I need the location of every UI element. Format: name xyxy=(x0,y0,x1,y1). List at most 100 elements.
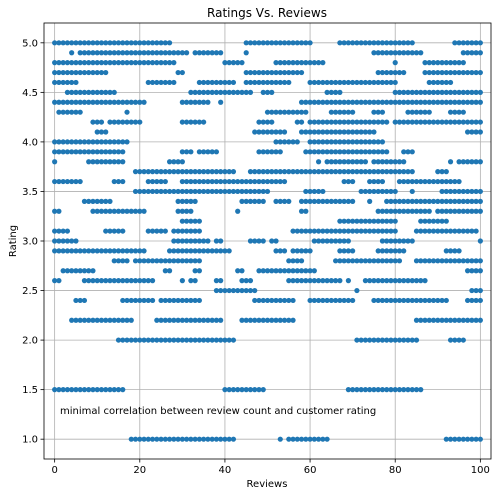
data-point xyxy=(477,268,483,274)
data-point xyxy=(162,178,168,185)
data-point xyxy=(81,278,88,284)
data-point xyxy=(447,119,454,125)
data-point xyxy=(426,297,432,304)
data-point xyxy=(166,79,173,86)
data-point xyxy=(375,169,381,175)
data-point xyxy=(452,60,458,66)
data-point xyxy=(396,198,403,204)
data-point xyxy=(235,60,241,66)
data-point xyxy=(247,40,254,46)
data-point xyxy=(128,60,134,66)
data-point xyxy=(120,258,126,264)
data-point xyxy=(286,169,292,175)
data-point xyxy=(350,169,356,175)
data-point xyxy=(149,436,156,442)
data-point xyxy=(260,129,266,135)
data-point xyxy=(362,278,369,284)
data-point xyxy=(239,268,245,274)
data-point xyxy=(477,159,483,165)
data-point xyxy=(473,228,479,234)
data-point xyxy=(460,89,466,95)
data-point xyxy=(307,248,313,254)
data-point xyxy=(137,50,143,56)
data-point xyxy=(469,228,475,234)
data-point xyxy=(103,278,109,284)
data-point xyxy=(188,317,194,323)
data-point xyxy=(341,169,347,175)
y-tick-label: 2.0 xyxy=(22,336,38,347)
data-point xyxy=(209,337,215,343)
data-point xyxy=(247,278,254,284)
data-point xyxy=(120,178,126,185)
data-point xyxy=(307,149,313,155)
data-point xyxy=(128,248,134,254)
data-point xyxy=(94,69,100,76)
data-point xyxy=(401,278,407,284)
data-point xyxy=(52,60,58,66)
data-point xyxy=(64,139,71,145)
data-point xyxy=(311,228,317,234)
data-point xyxy=(69,178,75,185)
data-point xyxy=(175,436,181,442)
data-point xyxy=(107,317,113,323)
data-point xyxy=(379,99,386,105)
data-point xyxy=(384,278,390,284)
data-point xyxy=(375,50,381,56)
data-point xyxy=(286,258,292,264)
data-point xyxy=(354,159,360,165)
data-point xyxy=(350,198,356,204)
data-point xyxy=(341,218,347,224)
data-point xyxy=(320,238,326,244)
data-point xyxy=(320,60,326,66)
data-point xyxy=(439,178,445,185)
data-point xyxy=(430,317,437,323)
data-point xyxy=(145,188,151,195)
data-point xyxy=(73,248,79,254)
data-point xyxy=(273,69,279,76)
data-point xyxy=(94,278,100,284)
data-point xyxy=(396,258,403,264)
data-point xyxy=(388,337,394,343)
data-point xyxy=(205,50,211,56)
y-tick-label: 1.5 xyxy=(22,385,38,396)
data-point xyxy=(73,149,79,155)
data-point xyxy=(60,149,66,155)
data-point xyxy=(315,99,322,105)
data-point xyxy=(137,297,143,304)
data-point xyxy=(464,69,471,76)
data-point xyxy=(90,208,96,214)
data-point xyxy=(307,268,313,274)
data-point xyxy=(367,337,373,343)
data-point xyxy=(90,387,96,393)
data-point xyxy=(375,387,381,393)
data-point xyxy=(426,317,432,323)
data-point xyxy=(252,188,258,195)
data-point xyxy=(388,218,394,224)
data-point xyxy=(379,258,386,264)
data-point xyxy=(371,139,377,145)
data-point xyxy=(209,89,215,95)
data-point xyxy=(392,119,398,125)
data-point xyxy=(166,248,173,254)
data-point xyxy=(269,169,275,175)
data-point xyxy=(473,99,479,105)
data-point xyxy=(247,69,254,76)
data-point xyxy=(354,129,360,135)
data-point xyxy=(443,258,449,264)
data-point xyxy=(166,40,173,46)
data-point xyxy=(477,188,483,195)
data-point xyxy=(256,188,262,195)
data-point xyxy=(120,159,126,165)
data-point xyxy=(196,178,202,185)
data-point xyxy=(69,268,75,274)
data-point xyxy=(422,317,428,323)
data-point xyxy=(443,436,449,442)
data-point xyxy=(464,268,471,274)
data-point xyxy=(166,317,173,323)
data-point xyxy=(252,178,258,185)
data-point xyxy=(277,69,283,76)
data-point xyxy=(320,119,326,125)
data-point xyxy=(188,99,194,105)
data-point xyxy=(137,278,143,284)
data-point xyxy=(345,248,351,254)
